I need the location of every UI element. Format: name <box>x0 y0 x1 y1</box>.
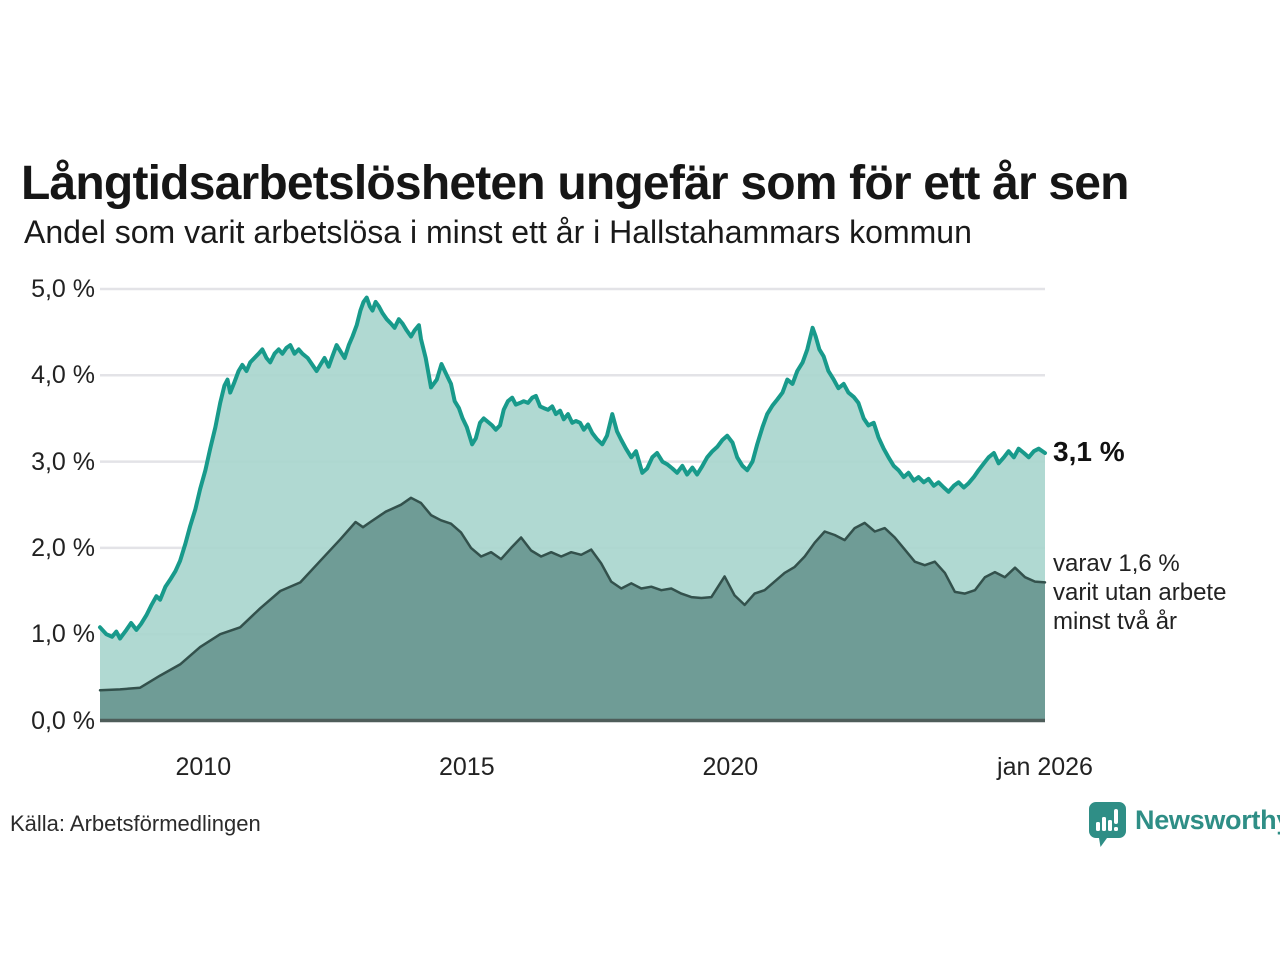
y-tick-label: 1,0 % <box>31 620 95 649</box>
area-chart <box>98 287 1047 723</box>
x-tick-label: 2010 <box>175 753 232 781</box>
secondary-annotation-line: varav 1,6 % <box>1053 550 1180 577</box>
chart-title: Långtidsarbetslösheten ungefär som för e… <box>21 157 1130 211</box>
area-two-years <box>100 497 1045 721</box>
y-tick-label: 5,0 % <box>31 275 95 303</box>
source-label: Källa: Arbetsförmedlingen <box>10 811 261 836</box>
secondary-annotation-line: minst två år <box>1053 608 1178 635</box>
secondary-annotation-line: varit utan arbete <box>1053 579 1227 606</box>
x-tick-label: 2020 <box>702 753 759 781</box>
y-tick-label: 0,0 % <box>31 706 95 735</box>
series-line <box>98 496 1047 692</box>
series-line <box>98 295 1047 641</box>
latest-value-label: 3,1 % <box>1053 436 1125 467</box>
brand-name: Newsworthy <box>1135 805 1280 835</box>
brand: Newsworthy <box>1088 801 1280 849</box>
chart-subtitle: Andel som varit arbetslösa i minst ett å… <box>24 214 972 250</box>
y-tick-label: 2,0 % <box>31 533 95 562</box>
y-tick-label: 3,0 % <box>31 447 95 476</box>
y-tick-label: 4,0 % <box>31 361 95 390</box>
newsworthy-logo-icon <box>1089 802 1126 847</box>
x-tick-label: jan 2026 <box>997 753 1093 781</box>
plot-area <box>98 287 1047 725</box>
x-tick-label: 2015 <box>439 753 495 781</box>
secondary-annotation: varav 1,6 % varit utan arbete minst två … <box>1053 549 1226 636</box>
